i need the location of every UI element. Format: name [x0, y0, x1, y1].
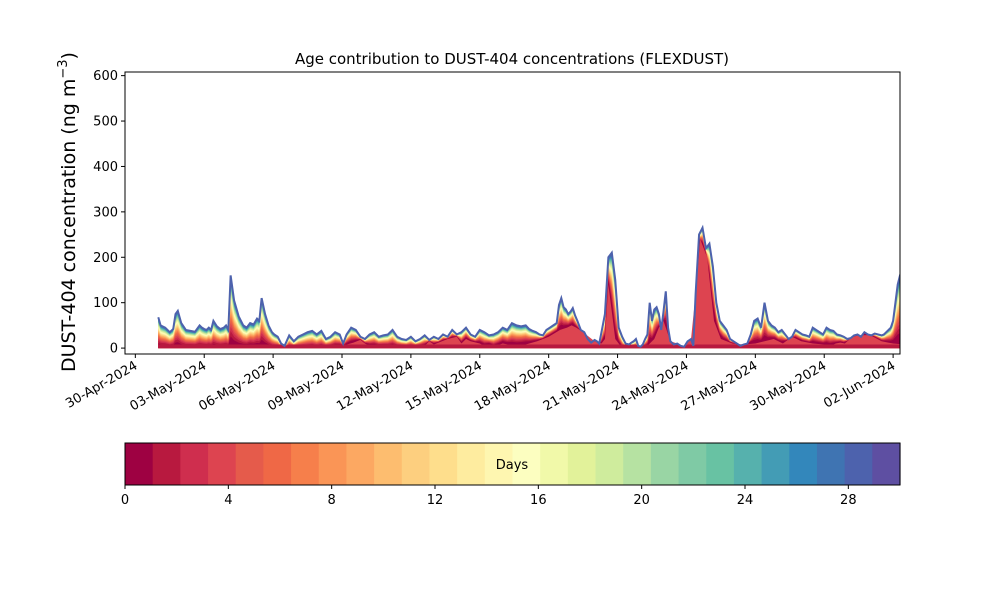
colorbar-swatch [263, 443, 292, 485]
colorbar-tick-label: 20 [633, 493, 650, 508]
x-tick-label: 15-May-2024 [403, 358, 485, 414]
colorbar-swatch [650, 443, 680, 485]
colorbar-label: Days [496, 458, 529, 473]
colorbar-swatch [816, 443, 846, 485]
colorbar [125, 443, 901, 485]
colorbar-tick-label: 16 [530, 493, 547, 508]
colorbar-swatch [623, 443, 652, 485]
colorbar-swatch [457, 443, 486, 485]
plot-frame [124, 71, 901, 355]
y-tick-label: 200 [93, 251, 118, 266]
y-tick-label: 600 [93, 69, 118, 84]
colorbar-frame [124, 442, 901, 486]
y-tick-label: 100 [93, 296, 118, 311]
y-tick-label: 500 [93, 115, 118, 130]
colorbar-swatch [733, 443, 763, 485]
colorbar-swatch [484, 443, 514, 485]
colorbar-swatch [844, 443, 873, 485]
colorbar-swatch [512, 443, 541, 485]
colorbar-swatch [346, 443, 375, 485]
colorbar-swatch [872, 443, 901, 485]
y-tick-label: 400 [93, 160, 118, 175]
colorbar-swatch [318, 443, 348, 485]
colorbar-swatch [374, 443, 403, 485]
x-tick-label: 12-May-2024 [334, 358, 416, 414]
y-axis: 0 100 200 300 400 500 600 [93, 69, 125, 357]
total-concentration-line [157, 224, 900, 348]
y-tick-label: 0 [110, 342, 118, 357]
colorbar-swatch [152, 443, 181, 485]
colorbar-swatch [595, 443, 624, 485]
colorbar-swatch [291, 443, 320, 485]
x-tick-label: 09-May-2024 [265, 358, 347, 414]
colorbar-tick-label: 24 [737, 493, 754, 508]
colorbar-tick-label: 4 [224, 493, 232, 508]
colorbar-swatch [540, 443, 569, 485]
x-tick-label: 18-May-2024 [472, 358, 554, 414]
x-tick-label: 24-May-2024 [610, 358, 692, 414]
y-tick-label: 300 [93, 205, 118, 220]
colorbar-swatch [706, 443, 735, 485]
y-axis-label-close: ) [58, 52, 80, 59]
x-tick-label: 30-May-2024 [748, 358, 830, 414]
base-age-area [158, 344, 900, 349]
colorbar-swatch [125, 443, 154, 485]
chart-title: Age contribution to DUST-404 concentrati… [295, 50, 729, 68]
x-tick-label: 21-May-2024 [541, 358, 623, 414]
colorbar-swatch [208, 443, 237, 485]
colorbar-swatch [235, 443, 264, 485]
colorbar-swatch [789, 443, 818, 485]
x-axis: 30-Apr-202403-May-202406-May-202409-May-… [63, 354, 898, 414]
colorbar-tick-label: 12 [427, 493, 444, 508]
colorbar-tick-label: 28 [840, 493, 857, 508]
x-tick-label: 27-May-2024 [679, 358, 761, 414]
y-axis-label: DUST-404 concentration (ng m−3) [56, 52, 80, 372]
colorbar-swatch [761, 443, 790, 485]
colorbar-ticks: 0 4 8 12 16 20 24 28 [121, 485, 857, 508]
y-axis-label-exponent: −3 [56, 59, 71, 78]
x-tick-label: 02-Jun-2024 [821, 358, 898, 411]
x-tick-label: 06-May-2024 [196, 358, 278, 414]
age-band-area [158, 230, 900, 349]
age-band-area [158, 239, 900, 349]
colorbar-swatch [567, 443, 597, 485]
colorbar-swatch [429, 443, 458, 485]
colorbar-tick-label: 8 [328, 493, 336, 508]
x-tick-label: 03-May-2024 [128, 358, 210, 414]
colorbar-tick-label: 0 [121, 493, 129, 508]
colorbar-swatch [180, 443, 209, 485]
stacked-areas [157, 224, 900, 349]
colorbar-swatch [678, 443, 707, 485]
colorbar-swatch [401, 443, 431, 485]
